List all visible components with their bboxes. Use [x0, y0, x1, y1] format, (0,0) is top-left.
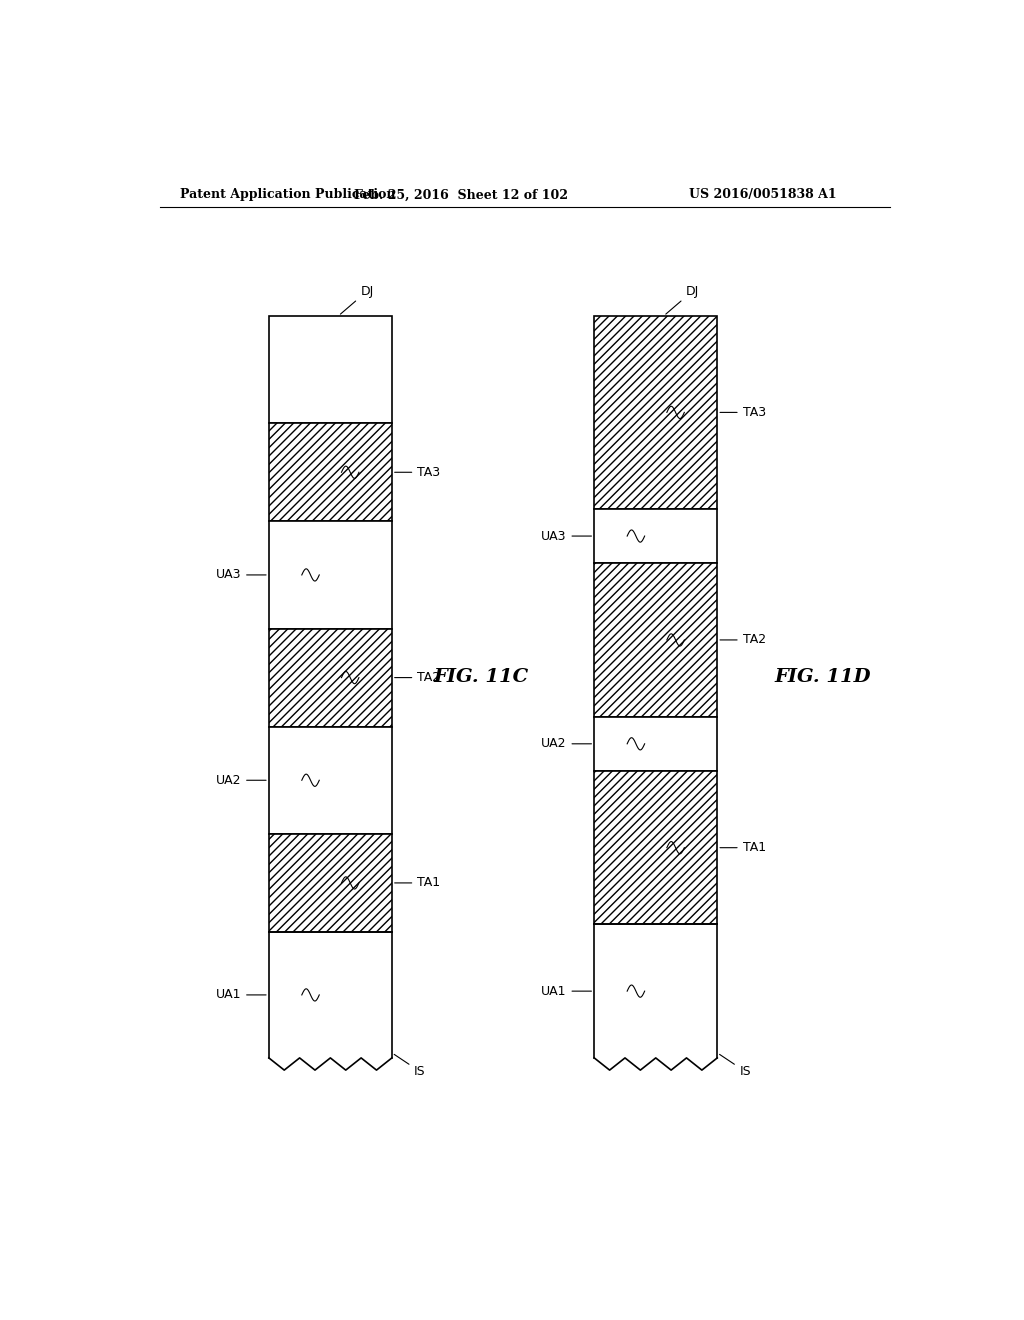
Text: UA3: UA3	[541, 529, 592, 543]
Bar	[594, 564, 717, 717]
Text: UA2: UA2	[541, 738, 592, 750]
Text: DJ: DJ	[340, 285, 374, 314]
Text: IS: IS	[394, 1055, 426, 1078]
Text: UA3: UA3	[216, 569, 266, 581]
Bar	[269, 315, 392, 424]
Text: TA1: TA1	[720, 841, 766, 854]
Text: FIG. 11C: FIG. 11C	[433, 668, 528, 686]
Bar	[269, 424, 392, 521]
Bar	[269, 521, 392, 628]
Text: UA1: UA1	[216, 989, 266, 1002]
Text: US 2016/0051838 A1: US 2016/0051838 A1	[689, 189, 837, 202]
Text: UA2: UA2	[216, 774, 266, 787]
Text: DJ: DJ	[666, 285, 699, 314]
Bar	[269, 932, 392, 1057]
Text: TA3: TA3	[394, 466, 440, 479]
Bar	[594, 924, 717, 1057]
Bar	[594, 771, 717, 924]
Bar	[269, 628, 392, 726]
Text: Feb. 25, 2016  Sheet 12 of 102: Feb. 25, 2016 Sheet 12 of 102	[354, 189, 568, 202]
Bar	[269, 834, 392, 932]
Bar	[594, 508, 717, 564]
Bar	[269, 726, 392, 834]
Bar	[594, 315, 717, 508]
Text: UA1: UA1	[541, 985, 592, 998]
Text: FIG. 11D: FIG. 11D	[774, 668, 870, 686]
Text: Patent Application Publication: Patent Application Publication	[179, 189, 395, 202]
Text: TA1: TA1	[394, 876, 440, 890]
Text: IS: IS	[720, 1055, 751, 1078]
Bar	[594, 717, 717, 771]
Text: TA2: TA2	[720, 634, 766, 647]
Text: TA2: TA2	[394, 671, 440, 684]
Text: TA3: TA3	[720, 405, 766, 418]
